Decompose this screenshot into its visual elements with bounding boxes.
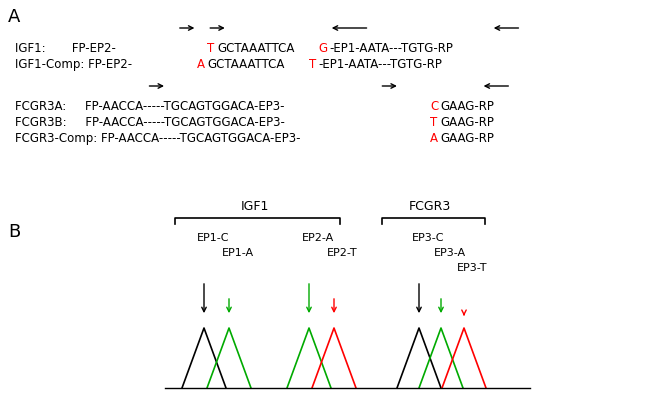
Text: GCTAAATTCA: GCTAAATTCA [208, 58, 285, 71]
Text: EP1-A: EP1-A [222, 248, 254, 258]
Text: FCGR3-Comp: FP-AACCA-----TGCAGTGGACA-EP3-: FCGR3-Comp: FP-AACCA-----TGCAGTGGACA-EP3… [15, 132, 300, 145]
Text: IGF1: IGF1 [241, 200, 269, 213]
Text: EP2-T: EP2-T [327, 248, 358, 258]
Text: FCGR3A:     FP-AACCA-----TGCAGTGGACA-EP3-: FCGR3A: FP-AACCA-----TGCAGTGGACA-EP3- [15, 100, 284, 113]
Text: -EP1-AATA---TGTG-RP: -EP1-AATA---TGTG-RP [319, 58, 443, 71]
Text: GAAG-RP: GAAG-RP [440, 100, 494, 113]
Text: -EP1-AATA---TGTG-RP: -EP1-AATA---TGTG-RP [329, 42, 453, 55]
Text: GCTAAATTCA: GCTAAATTCA [217, 42, 295, 55]
Text: A: A [197, 58, 205, 71]
Text: EP1-C: EP1-C [197, 233, 230, 243]
Text: FCGR3B:     FP-AACCA-----TGCAGTGGACA-EP3-: FCGR3B: FP-AACCA-----TGCAGTGGACA-EP3- [15, 116, 285, 129]
Text: IGF1-Comp: FP-EP2-: IGF1-Comp: FP-EP2- [15, 58, 132, 71]
Text: B: B [8, 223, 20, 241]
Text: EP3-T: EP3-T [457, 263, 487, 273]
Text: GAAG-RP: GAAG-RP [440, 116, 494, 129]
Text: FCGR3: FCGR3 [409, 200, 451, 213]
Text: EP3-A: EP3-A [434, 248, 466, 258]
Text: A: A [8, 8, 20, 26]
Text: T: T [309, 58, 316, 71]
Text: A: A [430, 132, 438, 145]
Text: EP2-A: EP2-A [302, 233, 334, 243]
Text: T: T [208, 42, 215, 55]
Text: G: G [319, 42, 328, 55]
Text: T: T [430, 116, 437, 129]
Text: EP3-C: EP3-C [412, 233, 445, 243]
Text: GAAG-RP: GAAG-RP [440, 132, 494, 145]
Text: C: C [430, 100, 438, 113]
Text: IGF1:       FP-EP2-: IGF1: FP-EP2- [15, 42, 116, 55]
